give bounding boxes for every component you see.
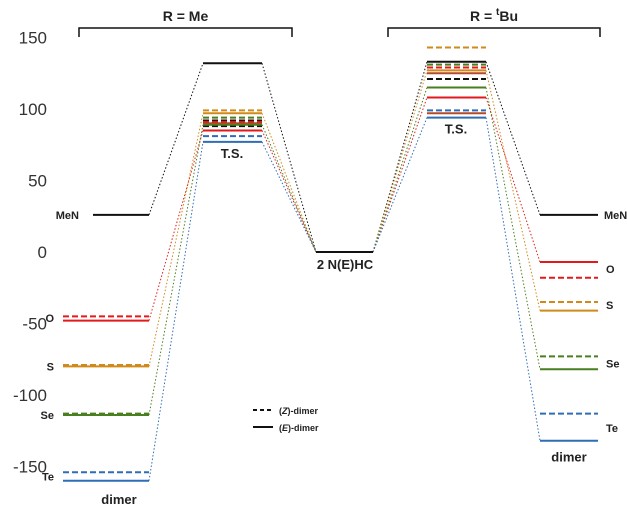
label-tbu-S: S: [606, 300, 613, 312]
conn-me-dimer-ts-S: [148, 113, 204, 367]
group-me-label: R = Me: [163, 8, 209, 24]
group-tbu-label: R = tBu: [470, 7, 518, 24]
legend-label-solid: (E)-dimer: [279, 423, 319, 433]
label-nitrene-me: MeN: [56, 210, 79, 222]
conn-me-ts-center-Te: [261, 141, 317, 253]
label-ts-tbu: T.S.: [445, 122, 467, 137]
label-tbu-Te: Te: [606, 423, 618, 435]
conn-tbu-ts-dimer-S: [485, 70, 541, 311]
y-tick-label-150: 150: [19, 29, 47, 48]
label-center: 2 N(E)HC: [317, 257, 374, 272]
label-me-Te: Te: [42, 472, 54, 484]
label-nitrene-tbu: MeN: [604, 210, 627, 222]
conn-me-dimer-ts-Te: [148, 141, 204, 481]
conn-tbu-ts-nitrene: [485, 61, 541, 215]
label-tbu-Se: Se: [606, 359, 619, 371]
conn-me-nitrene-ts: [148, 63, 204, 215]
label-dimer-me: dimer: [101, 492, 136, 505]
y-tick-label--100: -100: [13, 386, 47, 405]
y-tick-label--50: -50: [22, 315, 47, 334]
label-ts-me: T.S.: [221, 146, 243, 161]
label-dimer-tbu: dimer: [551, 449, 586, 464]
conn-tbu-ts-dimer-Te: [485, 117, 541, 441]
label-me-Se: Se: [41, 410, 54, 422]
conn-tbu-center-ts-Se: [372, 87, 428, 253]
conn-tbu-ts-dimer-Se: [485, 87, 541, 370]
y-tick-label-0: 0: [38, 243, 47, 262]
conn-tbu-center-ts-O: [372, 97, 428, 253]
legend-label-dashed: (Z)-dimer: [279, 406, 319, 416]
conn-me-dimer-ts-O: [148, 130, 204, 321]
group-tbu-bracket: [387, 27, 601, 37]
conn-me-ts-center-nitrene: [261, 63, 317, 253]
y-tick-label--150: -150: [13, 458, 47, 477]
label-me-O: O: [45, 313, 54, 325]
conn-me-ts-center-S: [261, 113, 317, 253]
label-tbu-O: O: [606, 264, 615, 276]
conn-tbu-center-ts-nitrene: [372, 61, 428, 253]
conn-tbu-ts-dimer-O: [485, 97, 541, 263]
group-me-bracket: [78, 27, 293, 37]
conn-tbu-center-ts-S: [372, 70, 428, 253]
conn-tbu-center-ts-Te: [372, 117, 428, 253]
y-tick-label-100: 100: [19, 100, 47, 119]
conn-me-ts-center-O: [261, 130, 317, 253]
conn-me-dimer-ts-Se: [148, 124, 204, 416]
label-me-S: S: [47, 361, 54, 373]
y-tick-label-50: 50: [28, 172, 47, 191]
